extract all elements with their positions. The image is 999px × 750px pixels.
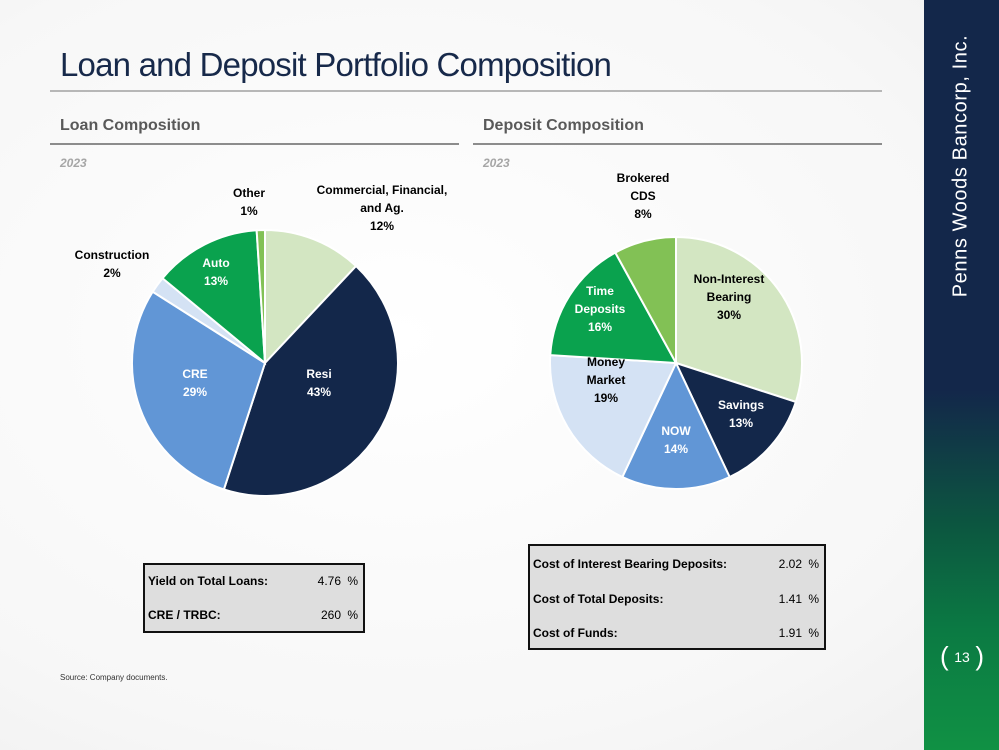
pie-label-auto: Auto 13% — [202, 256, 229, 288]
metric-value: 1.41 — [778, 592, 802, 606]
pie-label-non-interest-bearing: Non-Interest Bearing 30% — [694, 272, 765, 322]
pie-label-time-deposits: Time Deposits 16% — [575, 284, 626, 334]
metric-unit: % — [347, 574, 358, 588]
pie-slice-non-interest-bearing — [675, 235, 803, 404]
source-note: Source: Company documents. — [60, 673, 168, 682]
pie-label-resi: Resi 43% — [306, 367, 331, 399]
metric-row: Cost of Funds: 1.91% — [530, 623, 824, 643]
deposit-metrics-table: Cost of Interest Bearing Deposits: 2.02% C… — [528, 544, 826, 650]
metric-value: 2.02 — [778, 557, 802, 571]
metric-label: Cost of Interest Bearing Deposits: — [533, 557, 728, 571]
metric-label: CRE / TRBC: — [148, 608, 221, 622]
left-bracket: ( — [940, 641, 949, 671]
pie-slice-brokered-cds — [613, 235, 677, 364]
metric-label: Cost of Total Deposits: — [533, 592, 664, 606]
loan-pie-chart: Commercial, Financial, and Ag. 12% Resi 43% C… — [75, 183, 448, 497]
pie-label-money-market: Money Market 19% — [587, 355, 626, 405]
pie-label-commercial-financial-and-ag: Commercial, Financial, and Ag. 12% — [317, 183, 448, 233]
metric-unit: % — [808, 557, 819, 571]
loan-year: 2023 — [60, 156, 87, 170]
pie-label-now: NOW 14% — [661, 424, 691, 456]
metric-unit: % — [808, 592, 819, 606]
pie-slice-auto — [161, 229, 267, 366]
pie-slice-money-market — [549, 354, 678, 479]
pie-slice-commercial-financial-and-ag — [264, 228, 358, 366]
metric-row: Cost of Interest Bearing Deposits: 2.02% — [530, 554, 824, 574]
loan-composition-heading: Loan Composition — [60, 117, 201, 134]
company-name: Penns Woods Bancorp, Inc. — [949, 34, 972, 298]
metric-value: 1.91 — [778, 626, 802, 640]
deposit-year: 2023 — [483, 156, 510, 170]
deposit-heading-divider — [473, 143, 882, 145]
pie-label-cre: CRE 29% — [182, 367, 207, 399]
page-number: ( 13 ) — [940, 641, 984, 673]
title-divider — [50, 90, 882, 92]
page-number-text: 13 — [954, 649, 970, 665]
pie-label-construction: Construction 2% — [75, 248, 150, 280]
metric-unit: % — [347, 608, 358, 622]
metric-value: 4.76 — [317, 574, 341, 588]
metric-unit: % — [808, 626, 819, 640]
deposit-pie-chart: Non-Interest Bearing 30% Savings 13% NOW 14% Mo… — [549, 171, 803, 490]
pie-label-savings: Savings 13% — [718, 398, 764, 430]
pie-slice-resi — [222, 264, 399, 497]
pie-slice-now — [621, 360, 731, 490]
pie-slice-cre — [131, 290, 267, 491]
metric-value: 260 — [320, 608, 341, 622]
page-title: Loan and Deposit Portfolio Composition — [60, 46, 612, 83]
loan-metrics-table: Yield on Total Loans: 4.76% CRE / TRBC: 260… — [143, 563, 365, 633]
right-bracket: ) — [975, 641, 984, 671]
brand-sidebar — [924, 0, 999, 750]
pie-label-other: Other 1% — [233, 186, 265, 218]
pie-slice-savings — [674, 361, 798, 479]
metric-row: Cost of Total Deposits: 1.41% — [530, 589, 824, 609]
metric-label: Yield on Total Loans: — [148, 574, 268, 588]
metric-row: CRE / TRBC: 260% — [145, 605, 363, 625]
metric-label: Cost of Funds: — [533, 626, 618, 640]
deposit-composition-heading: Deposit Composition — [483, 117, 644, 134]
pie-slice-other — [255, 228, 266, 364]
metric-row: Yield on Total Loans: 4.76% — [145, 571, 363, 591]
pie-slice-time-deposits — [549, 251, 678, 365]
pie-label-brokered-cds: Brokered CDS 8% — [617, 171, 670, 221]
loan-heading-divider — [50, 143, 459, 145]
